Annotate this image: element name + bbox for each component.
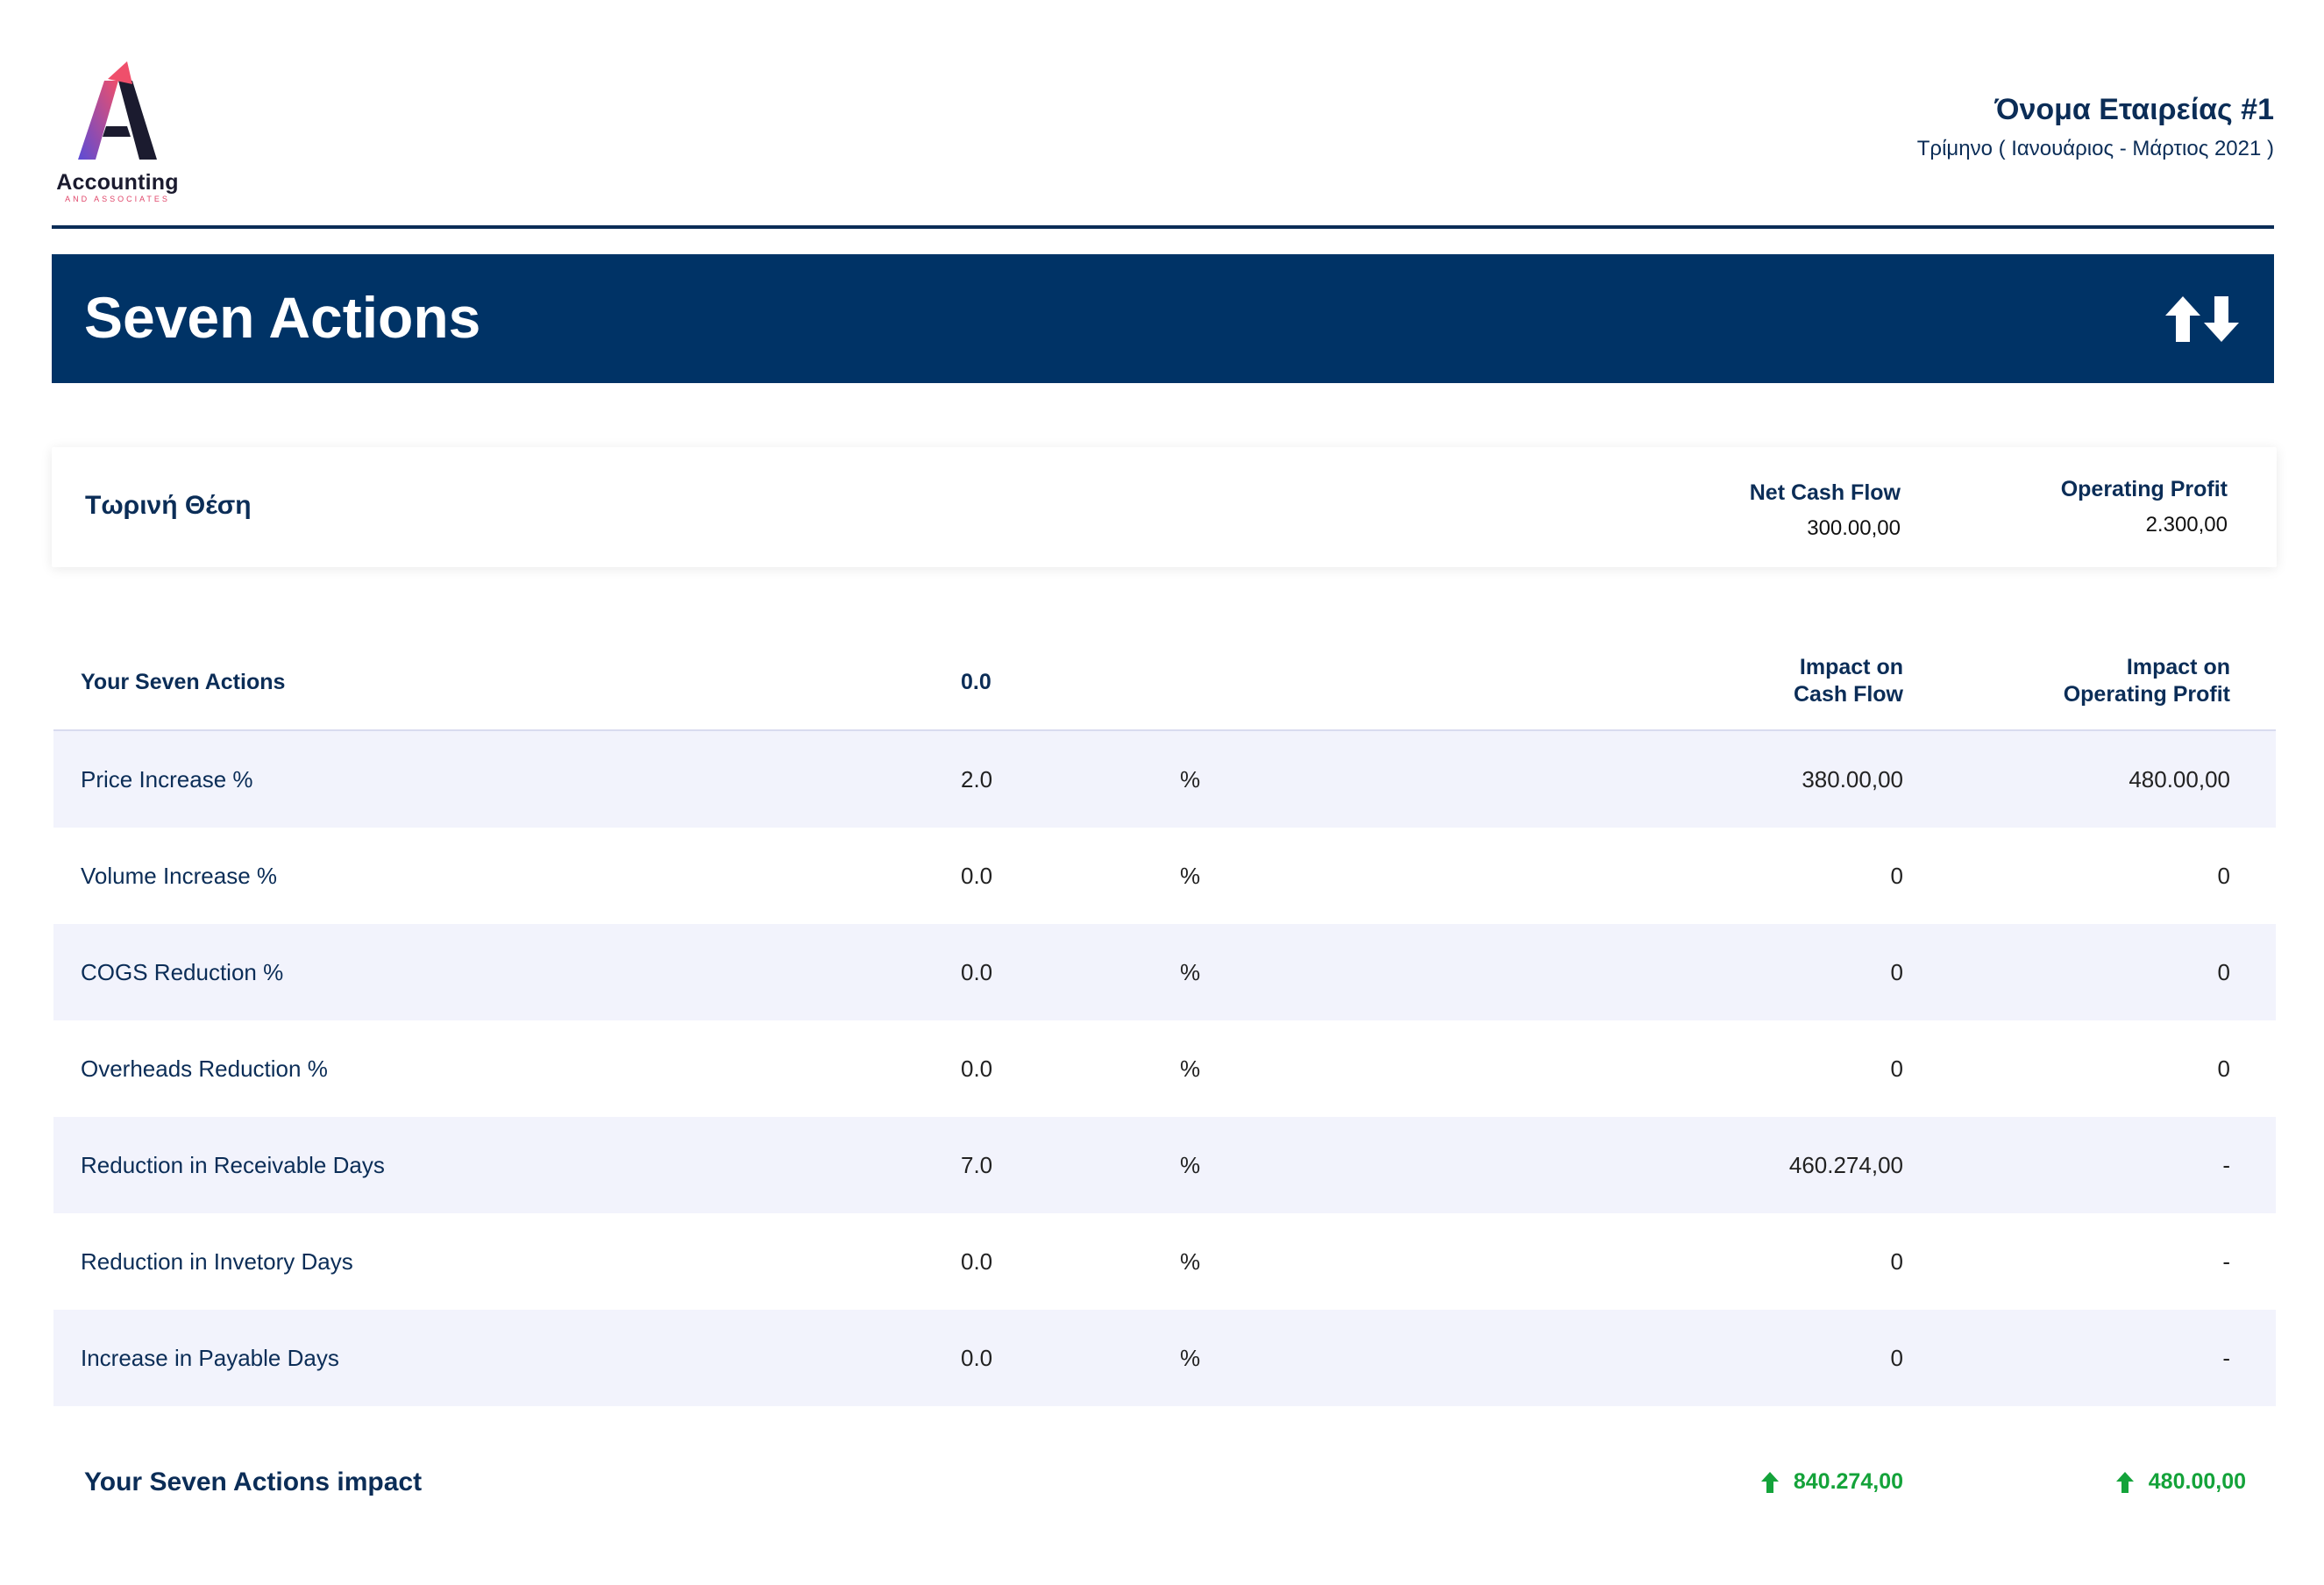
row-cash-impact: 0 — [1890, 1055, 1903, 1082]
header-actions: Your Seven Actions — [81, 670, 286, 694]
total-label: Your Seven Actions impact — [84, 1468, 423, 1496]
row-label: Volume Increase % — [81, 863, 278, 889]
row-label: Increase in Payable Days — [81, 1345, 339, 1371]
total-cash-impact: 840.274,00 — [1760, 1469, 1903, 1495]
total-profit-impact: 480.00,00 — [2115, 1469, 2246, 1495]
sort-arrows-icon — [2165, 296, 2239, 342]
row-profit-impact: 480.00,00 — [2129, 766, 2230, 792]
row-profit-impact: - — [2222, 1248, 2230, 1275]
current-position-title: Τωρινή Θέση — [85, 491, 252, 520]
row-value[interactable]: 2.0 — [961, 766, 993, 792]
header-impact-profit-line2: Operating Profit — [2063, 682, 2230, 707]
table-row: COGS Reduction % 0.0 % 0 0 — [53, 924, 2276, 1020]
row-profit-impact: 0 — [2217, 959, 2230, 985]
header-impact-cash-line1: Impact on — [1799, 655, 1903, 679]
table-row: Overheads Reduction % 0.0 % 0 0 — [53, 1020, 2276, 1117]
row-unit: % — [1180, 863, 1201, 889]
row-cash-impact: 460.274,00 — [1788, 1152, 1903, 1178]
row-label: Overheads Reduction % — [81, 1055, 328, 1082]
report-header: Accounting AND ASSOCIATES Όνομα Εταιρεία… — [52, 53, 2274, 228]
report-period: Τρίμηνο ( Ιανουάριος - Μάρτιος 2021 ) — [1916, 137, 2274, 160]
company-logo: Accounting AND ASSOCIATES — [52, 61, 192, 203]
total-profit-value: 480.00,00 — [2148, 1469, 2246, 1494]
header-divider — [52, 225, 2274, 229]
row-value[interactable]: 0.0 — [961, 1345, 993, 1371]
header-impact-cash: Impact on Cash Flow — [1794, 654, 1903, 708]
net-cash-flow-value: 300.00,00 — [1807, 516, 1901, 540]
current-position-card: Τωρινή Θέση Net Cash Flow 300.00,00 Oper… — [52, 447, 2277, 567]
row-profit-impact: 0 — [2217, 1055, 2230, 1082]
table-row: Reduction in Receivable Days 7.0 % 460.2… — [53, 1117, 2276, 1213]
logo-mark-icon — [78, 61, 157, 160]
header-value: 0.0 — [961, 670, 991, 694]
table-row: Reduction in Invetory Days 0.0 % 0 - — [53, 1213, 2276, 1310]
header-impact-cash-line2: Cash Flow — [1793, 682, 1903, 707]
row-unit: % — [1180, 1345, 1201, 1371]
row-label: COGS Reduction % — [81, 959, 284, 985]
row-profit-impact: - — [2222, 1152, 2230, 1178]
logo-subtext: AND ASSOCIATES — [65, 195, 170, 203]
row-unit: % — [1180, 1055, 1201, 1082]
table-row: Price Increase % 2.0 % 380.00,00 480.00,… — [53, 731, 2276, 828]
section-banner: Seven Actions — [52, 254, 2274, 383]
row-cash-impact: 0 — [1890, 1345, 1903, 1371]
operating-profit-summary: Operating Profit 2.300,00 — [2061, 477, 2228, 537]
table-row: Increase in Payable Days 0.0 % 0 - — [53, 1310, 2276, 1406]
logo-text: Accounting — [56, 170, 179, 195]
arrow-up-icon — [2115, 1471, 2134, 1493]
row-unit: % — [1180, 959, 1201, 985]
row-value[interactable]: 0.0 — [961, 1248, 993, 1275]
operating-profit-label: Operating Profit — [2060, 477, 2228, 501]
header-impact-profit-line1: Impact on — [2126, 655, 2230, 679]
row-cash-impact: 380.00,00 — [1802, 766, 1903, 792]
row-cash-impact: 0 — [1890, 1248, 1903, 1275]
operating-profit-value: 2.300,00 — [2145, 513, 2228, 537]
row-label: Reduction in Receivable Days — [81, 1152, 385, 1178]
row-value[interactable]: 0.0 — [961, 1055, 993, 1082]
header-impact-profit: Impact on Operating Profit — [2064, 654, 2230, 708]
net-cash-flow-summary: Net Cash Flow 300.00,00 — [1750, 480, 1901, 541]
row-value[interactable]: 0.0 — [961, 959, 993, 985]
row-profit-impact: - — [2222, 1345, 2230, 1371]
row-cash-impact: 0 — [1890, 959, 1903, 985]
page-title: Seven Actions — [84, 285, 481, 350]
row-profit-impact: 0 — [2217, 863, 2230, 889]
seven-actions-total: Your Seven Actions impact 840.274,00 480… — [53, 1438, 2276, 1534]
seven-actions-table: Your Seven Actions 0.0 Impact on Cash Fl… — [53, 649, 2276, 1406]
row-label: Price Increase % — [81, 766, 253, 792]
row-unit: % — [1180, 1152, 1201, 1178]
net-cash-flow-label: Net Cash Flow — [1749, 480, 1901, 505]
arrow-up-icon — [1760, 1471, 1779, 1493]
table-row: Volume Increase % 0.0 % 0 0 — [53, 828, 2276, 924]
row-label: Reduction in Invetory Days — [81, 1248, 353, 1275]
company-name: Όνομα Εταιρείας #1 — [1994, 93, 2274, 126]
table-header: Your Seven Actions 0.0 Impact on Cash Fl… — [53, 649, 2276, 731]
row-value[interactable]: 0.0 — [961, 863, 993, 889]
row-unit: % — [1180, 1248, 1201, 1275]
row-cash-impact: 0 — [1890, 863, 1903, 889]
total-cash-value: 840.274,00 — [1793, 1469, 1903, 1494]
row-unit: % — [1180, 766, 1201, 792]
row-value[interactable]: 7.0 — [961, 1152, 993, 1178]
